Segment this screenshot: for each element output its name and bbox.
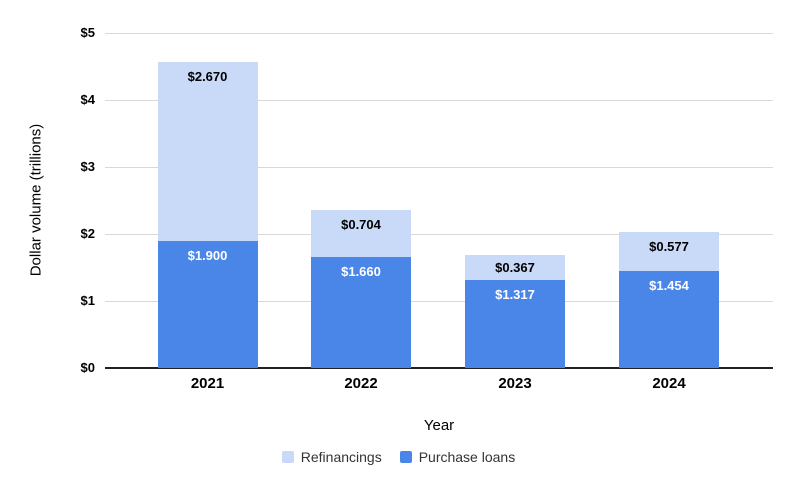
- y-axis-title: Dollar volume (trillions): [27, 123, 45, 277]
- x-tick-label-2022: 2022: [344, 375, 378, 392]
- y-tick-label: $1: [80, 293, 95, 308]
- bar-2021-purchase-loans[interactable]: $1.900: [157, 240, 258, 368]
- plot-area: $0 $1 $2 $3 $4 $5 $1.900 $2.670 2021 $1.660 $0.704…: [81, 25, 773, 392]
- bar-2023-refinancings[interactable]: $0.367: [465, 255, 565, 280]
- purchase-loans-swatch-icon: [399, 451, 412, 463]
- bar-2022-purchase-loans[interactable]: $1.660: [311, 256, 411, 368]
- bar-value-label: $0.704: [341, 216, 381, 232]
- x-tick-label-2021: 2021: [190, 375, 225, 392]
- y-tick-label: $0: [80, 360, 95, 375]
- legend-label-refinancings: Refinancings: [300, 449, 382, 465]
- x-tick-label-2024: 2024: [652, 375, 686, 392]
- legend-item-purchase-loans[interactable]: Purchase loans: [399, 449, 516, 465]
- bar-value-label: $1.317: [495, 286, 535, 302]
- refinancings-swatch-icon: [281, 451, 294, 463]
- x-axis-line: [105, 367, 773, 369]
- bar-value-label: $1.660: [341, 263, 381, 279]
- x-axis-title: Year: [423, 417, 455, 434]
- bar-2021-refinancings[interactable]: $2.670: [157, 61, 258, 241]
- bar-2022-refinancings[interactable]: $0.704: [311, 209, 411, 257]
- legend-label-purchase-loans: Purchase loans: [418, 449, 516, 465]
- y-tick-label: $3: [80, 159, 95, 174]
- bar-value-label: $0.577: [649, 238, 689, 254]
- bar-value-label: $0.367: [495, 259, 535, 275]
- x-tick-label-2023: 2023: [498, 375, 532, 392]
- bar-2024-purchase-loans[interactable]: $1.454: [619, 270, 719, 368]
- gridline: [105, 33, 773, 34]
- bar-2023-purchase-loans[interactable]: $1.317: [465, 279, 565, 368]
- gridline: [105, 167, 773, 168]
- gridline: [105, 100, 773, 101]
- bar-value-label: $1.900: [187, 247, 228, 263]
- bar-value-label: $2.670: [187, 68, 228, 84]
- bar-2024-refinancings[interactable]: $0.577: [619, 231, 719, 271]
- bar-value-label: $1.454: [649, 277, 689, 293]
- y-tick-label: $2: [80, 226, 95, 241]
- y-tick-label: $5: [80, 25, 95, 40]
- gridline: [105, 234, 773, 235]
- y-tick-label: $4: [80, 92, 95, 107]
- legend: Refinancings Purchase loans: [0, 449, 797, 465]
- legend-item-refinancings[interactable]: Refinancings: [281, 449, 382, 465]
- gridline: [105, 301, 773, 302]
